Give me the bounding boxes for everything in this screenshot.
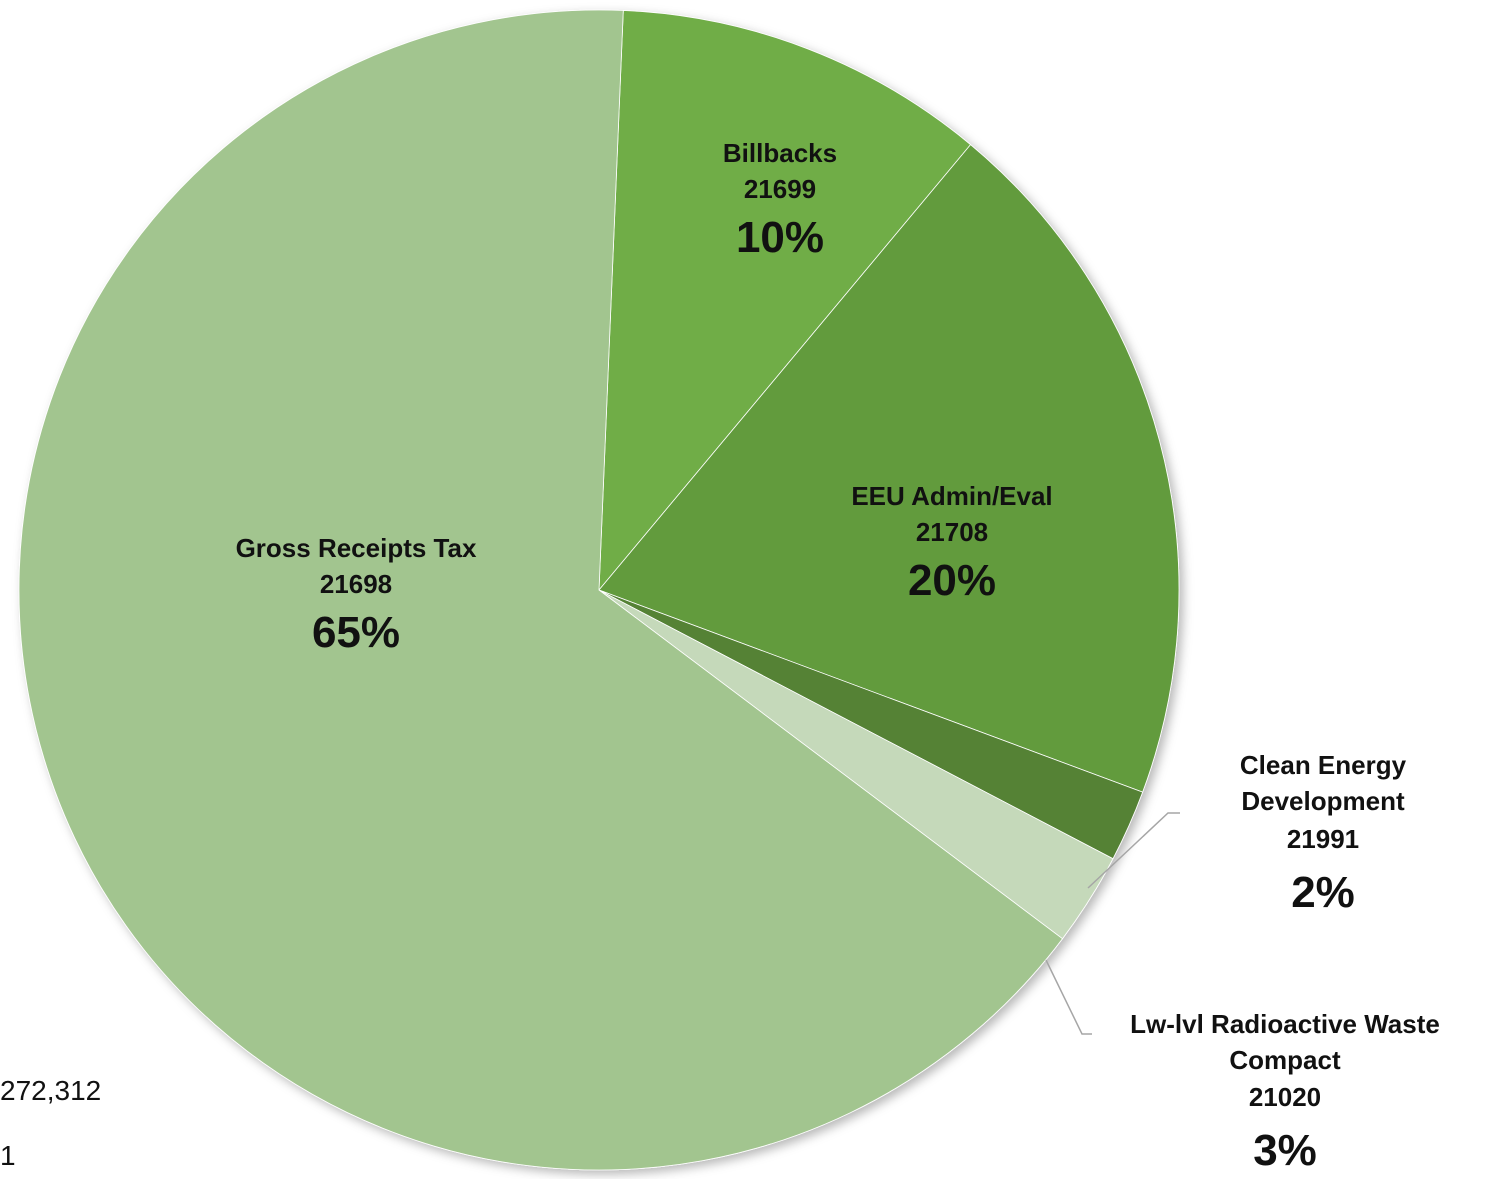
slice-label-lw-lvl-radioactive-waste-compact-percent: 3% bbox=[1253, 1126, 1317, 1175]
leader-line-clean-energy-development bbox=[1087, 812, 1180, 889]
slice-label-lw-lvl-radioactive-waste-compact-name-1: Compact bbox=[1229, 1045, 1341, 1075]
slice-label-lw-lvl-radioactive-waste-compact-code: 21020 bbox=[1249, 1082, 1321, 1112]
slice-label-clean-energy-development-name-0: Clean Energy bbox=[1240, 750, 1407, 780]
side-text-amount: 272,312 bbox=[0, 1075, 102, 1106]
leader-line-lw-lvl-radioactive-waste-compact bbox=[1045, 959, 1092, 1035]
slice-label-clean-energy-development-percent: 2% bbox=[1291, 868, 1355, 917]
slice-label-clean-energy-development-code: 21991 bbox=[1287, 824, 1359, 854]
slice-label-lw-lvl-radioactive-waste-compact-name-0: Lw-lvl Radioactive Waste bbox=[1130, 1009, 1440, 1039]
slice-label-gross-receipts-tax-percent: 65% bbox=[312, 608, 400, 657]
slice-label-eeu-admin-eval-code: 21708 bbox=[916, 517, 988, 547]
slice-label-gross-receipts-tax-code: 21698 bbox=[320, 569, 392, 599]
side-text-index: 1 bbox=[0, 1140, 16, 1171]
pie-slice-eeu-admin-eval bbox=[598, 144, 1180, 793]
slice-label-gross-receipts-tax-name: Gross Receipts Tax bbox=[236, 533, 477, 563]
slice-label-eeu-admin-eval-percent: 20% bbox=[908, 556, 996, 605]
pie-slice-billbacks bbox=[598, 10, 972, 592]
slice-label-clean-energy-development-name-1: Development bbox=[1241, 786, 1405, 816]
pie-slice-gross-receipts-tax bbox=[18, 9, 1064, 1171]
slice-label-eeu-admin-eval-name: EEU Admin/Eval bbox=[851, 481, 1052, 511]
slice-label-billbacks-name: Billbacks bbox=[723, 138, 837, 168]
slice-label-billbacks-percent: 10% bbox=[736, 213, 824, 262]
slice-label-billbacks-code: 21699 bbox=[744, 174, 816, 204]
